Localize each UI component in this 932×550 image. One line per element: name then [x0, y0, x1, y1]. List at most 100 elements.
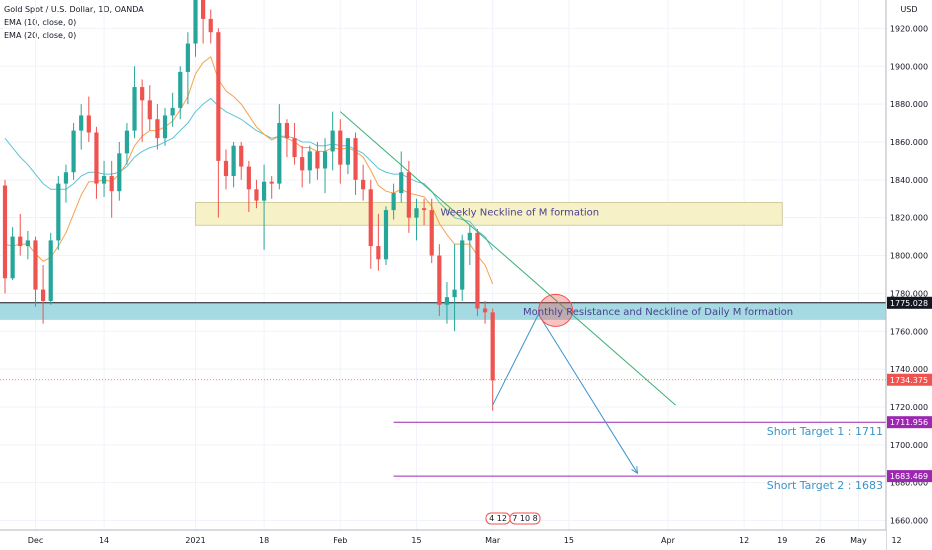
candle — [353, 132, 358, 195]
event-badge-2-frame — [509, 512, 541, 525]
candle-body — [361, 179, 366, 190]
candle — [429, 198, 434, 264]
event-badge-1-text: 4 12 — [489, 514, 507, 523]
candle — [117, 141, 122, 201]
candle — [79, 104, 84, 150]
ema20-line — [4, 97, 494, 251]
candle-body — [490, 312, 495, 381]
time-tick-label: 2021 — [185, 536, 205, 545]
candle — [109, 160, 114, 218]
candle — [315, 141, 320, 180]
candle — [475, 229, 480, 317]
price-axis-bg — [886, 0, 932, 550]
candle-body — [185, 43, 190, 72]
candle — [246, 160, 251, 212]
candle — [254, 179, 259, 209]
candle-body — [261, 181, 267, 201]
currency-label: USD — [900, 5, 917, 14]
zones — [0, 202, 886, 477]
resistance-price-badge-bg — [887, 296, 932, 309]
candle-body — [315, 151, 320, 169]
price-tick-label: 1840.000 — [890, 176, 928, 185]
time-tick-label: Dec — [28, 536, 43, 545]
candle-body — [376, 246, 381, 260]
candle — [155, 104, 160, 150]
time-tick-label: 15 — [411, 536, 421, 545]
target1-price-badge: 1711.956 — [887, 416, 932, 429]
candle — [201, 0, 206, 44]
resistance-price-badge: 1775.028 — [887, 296, 932, 309]
candle-body — [10, 236, 15, 279]
time-tick-label: May — [850, 536, 867, 545]
candle-body — [429, 210, 434, 256]
candle-body — [94, 132, 99, 184]
candle — [101, 160, 107, 197]
candle-body — [475, 232, 480, 309]
candle — [422, 198, 427, 226]
candle — [178, 66, 183, 120]
candle — [261, 164, 267, 250]
candle-body — [86, 115, 91, 133]
price-tick-label: 1680.000 — [890, 479, 928, 488]
candle-body — [269, 181, 274, 184]
candle-body — [79, 115, 84, 131]
candle — [140, 79, 145, 142]
candle-body — [277, 123, 282, 184]
candle — [71, 123, 76, 180]
candle-body — [467, 232, 472, 241]
candle-body — [383, 210, 389, 260]
target1-price-badge-text: 1711.956 — [890, 418, 928, 427]
time-tick-label: 12 — [739, 536, 749, 545]
candle-body — [71, 130, 76, 173]
resistance-circle — [538, 293, 574, 327]
candle-body — [223, 160, 229, 177]
candle — [437, 244, 442, 317]
candle — [147, 85, 152, 131]
candle-body — [254, 189, 259, 201]
candle — [170, 92, 175, 127]
candle — [292, 123, 297, 165]
candle — [460, 234, 465, 301]
candle-body — [300, 157, 305, 171]
candle-body — [284, 123, 290, 139]
candle — [185, 32, 190, 105]
candle-body — [444, 297, 450, 305]
candle-body — [155, 119, 160, 139]
candle — [48, 232, 53, 305]
candle-body — [201, 0, 206, 19]
short-target-label-1: Short Target 1 : 1711 — [767, 425, 883, 438]
candle-body — [338, 130, 343, 165]
candle-body — [101, 176, 107, 184]
price-tick-label: 1920.000 — [890, 24, 928, 33]
candle — [284, 119, 290, 158]
last-price-badge-text: 1734.375 — [890, 376, 928, 385]
candle-body — [353, 138, 358, 180]
candle — [361, 164, 366, 201]
candle-body — [41, 289, 46, 301]
resistance-price-badge-text: 1775.028 — [890, 299, 928, 308]
arrow-head — [631, 466, 639, 475]
event-badge-1: 4 12 — [485, 512, 511, 525]
time-tick-label: 19 — [777, 536, 787, 545]
candle-body — [124, 130, 130, 154]
last-price-badge-bg — [887, 373, 932, 386]
candle — [406, 160, 411, 233]
chart-legend: Gold Spot / U.S. Dollar, 1D, OANDA EMA (… — [4, 3, 144, 42]
candle — [467, 225, 472, 265]
candle — [132, 66, 137, 139]
time-tick-label: Apr — [661, 536, 676, 545]
candle — [56, 176, 61, 250]
candle-body — [216, 32, 221, 161]
price-tick-label: 1860.000 — [890, 138, 928, 147]
ema20-legend: EMA (20, close, 0) — [4, 31, 77, 40]
candle-body — [147, 100, 152, 120]
candle — [368, 179, 373, 269]
candle-body — [322, 151, 328, 169]
price-tick-label: 1800.000 — [890, 252, 928, 261]
event-badge-2: 7 10 8 — [509, 512, 541, 525]
candle-body — [193, 0, 198, 44]
candle — [231, 141, 236, 188]
ema10-legend: EMA (10, close, 0) — [4, 18, 77, 27]
last-price-badge: 1734.375 — [887, 373, 932, 386]
